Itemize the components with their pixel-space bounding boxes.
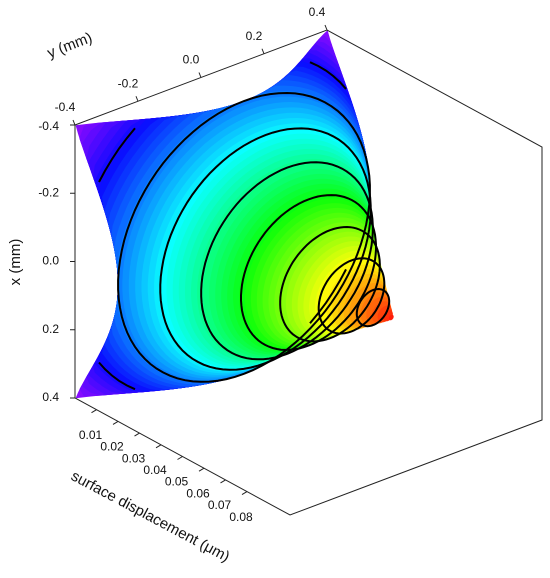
- z-tick-label: 0.02: [100, 440, 124, 454]
- z-tick: [198, 467, 205, 472]
- y-tick-label: 0.0: [183, 53, 200, 67]
- contour-line: [98, 61, 347, 391]
- y-tick: [198, 72, 202, 78]
- z-tick-label: 0.07: [208, 498, 232, 512]
- x-tick-label: -0.2: [38, 185, 59, 199]
- x-tick-label: 0.2: [42, 322, 59, 336]
- z-tick: [220, 479, 226, 484]
- z-tick: [91, 409, 97, 414]
- contour-line: [159, 127, 372, 371]
- x-axis-label: x (mm): [7, 239, 24, 286]
- x-tick-label: 0.0: [42, 254, 59, 268]
- y-tick-label: 0.2: [246, 29, 263, 43]
- z-tick: [241, 491, 248, 496]
- contour-line: [240, 194, 377, 351]
- x-tick-label: 0.4: [42, 390, 59, 404]
- contour-line: [117, 91, 371, 383]
- z-tick-label: 0.01: [79, 428, 103, 442]
- contour-line: [279, 225, 381, 343]
- z-tick-label: 0.04: [143, 463, 167, 477]
- z-tick: [112, 420, 119, 425]
- z-tick-label: 0.03: [122, 451, 146, 465]
- y-tick: [135, 96, 139, 102]
- y-tick-label: -0.2: [118, 76, 139, 90]
- z-tick: [155, 444, 162, 449]
- z-tick-label: 0.05: [165, 475, 189, 489]
- x-tick-label: -0.4: [38, 119, 59, 133]
- y-tick: [324, 24, 328, 31]
- z-axis-label: surface displacement (μm): [68, 467, 232, 565]
- y-axis-label: y (mm): [45, 29, 95, 62]
- z-tick-label: 0.06: [186, 486, 210, 500]
- y-tick: [72, 119, 76, 126]
- surface-band: [388, 314, 394, 321]
- surface: [75, 30, 394, 399]
- contour-line: [317, 257, 386, 335]
- contour-line: [355, 287, 391, 328]
- z-tick-label: 0.08: [229, 510, 253, 524]
- y-tick-label: -0.4: [55, 100, 76, 114]
- y-tick-label: 0.4: [309, 5, 326, 19]
- contour-line: [200, 161, 374, 361]
- z-tick: [177, 456, 183, 460]
- y-tick: [261, 48, 265, 54]
- z-tick: [134, 432, 140, 437]
